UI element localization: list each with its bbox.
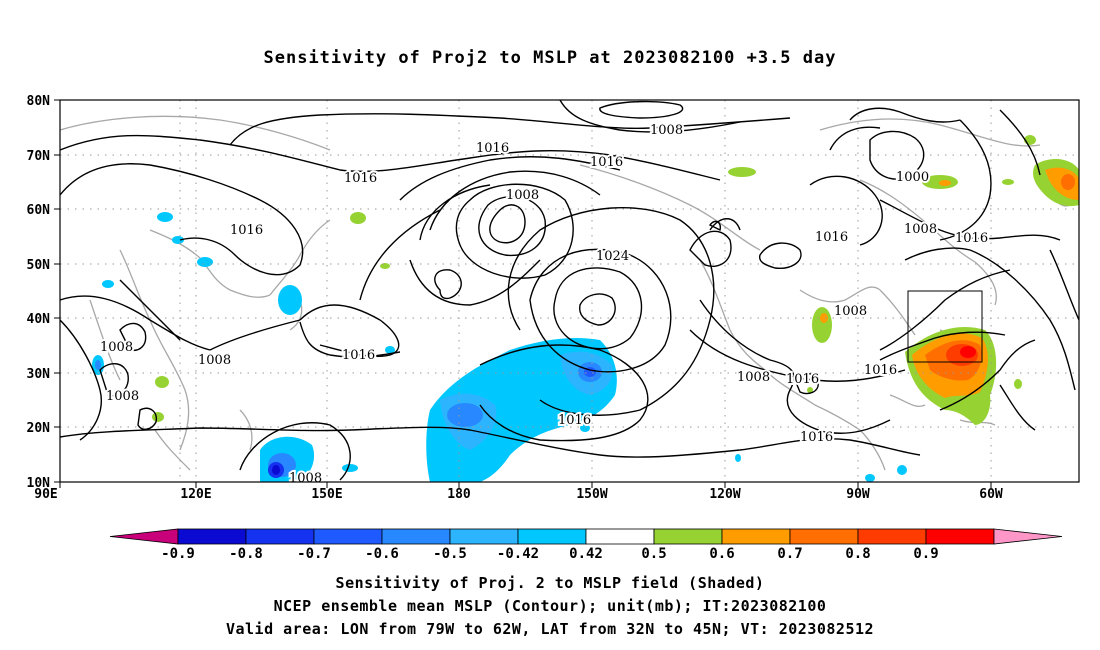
footer-line-3: Valid area: LON from 79W to 62W, LAT fro… <box>225 620 875 638</box>
contour-label: 1008 <box>737 370 770 385</box>
contour-label: 1016 <box>590 155 623 170</box>
contour-label: 1008 <box>650 123 683 138</box>
colorbar-swatch <box>857 528 927 545</box>
lat-label: 20N <box>27 421 51 436</box>
lat-label: 10N <box>27 476 51 491</box>
colorbar-label: -0.8 <box>229 546 263 562</box>
colorbar-label: -0.6 <box>365 546 399 562</box>
colorbar-swatch <box>517 528 587 545</box>
colorbar-swatch <box>789 528 859 545</box>
colorbar: -0.9 -0.8 -0.7 -0.6 -0.5 -0.42 0.42 0.5 0.6 0.7 0.… <box>109 528 1063 562</box>
contour-label: 1016 <box>342 348 375 363</box>
colorbar-swatch <box>653 528 723 545</box>
contour-label: 1008 <box>100 340 133 355</box>
colorbar-label: 0.8 <box>845 546 870 562</box>
contour-label: 1008 <box>198 353 231 368</box>
colorbar-swatch <box>585 528 655 545</box>
lon-label: 150W <box>576 487 607 502</box>
tick-marks <box>54 99 992 488</box>
lat-label: 60N <box>27 203 51 218</box>
sensitivity-shading <box>92 135 1079 482</box>
contour-label: 1016 <box>786 372 819 387</box>
contour-label: 1000 <box>896 170 929 185</box>
contour-label: 1016 <box>476 141 509 156</box>
lon-label: 120E <box>180 487 211 502</box>
contour-label: 1016 <box>955 231 988 246</box>
lon-label: 60W <box>979 487 1003 502</box>
lat-label: 40N <box>27 312 51 327</box>
lat-label: 30N <box>27 367 51 382</box>
footer-line-2: NCEP ensemble mean MSLP (Contour); unit(… <box>273 597 827 615</box>
contour-label: 1024 <box>596 249 629 264</box>
colorbar-label: -0.42 <box>497 546 539 562</box>
colorbar-swatch <box>381 528 451 545</box>
contour-label: 1016 <box>864 363 897 378</box>
colorbar-right-arrow <box>993 528 1063 545</box>
lon-label: 120W <box>709 487 740 502</box>
colorbar-label: 0.9 <box>913 546 938 562</box>
coastlines <box>60 115 1071 471</box>
lon-labels: 90E 120E 150E 180 150W 120W 90W 60W <box>34 487 1003 502</box>
contour-label: 1008 <box>289 471 322 486</box>
colorbar-label: -0.9 <box>161 546 195 562</box>
contour-label: 1008 <box>834 304 867 319</box>
contour-label: 1016 <box>344 171 377 186</box>
lon-label: 90W <box>846 487 870 502</box>
colorbar-swatch <box>925 528 995 545</box>
colorbar-swatch <box>245 528 315 545</box>
colorbar-swatch <box>177 528 247 545</box>
contour-label: 1016 <box>230 223 263 238</box>
map-title: Sensitivity of Proj2 to MSLP at 20230821… <box>263 48 837 68</box>
colorbar-swatch <box>721 528 791 545</box>
lon-label: 90E <box>34 487 57 502</box>
contour-label: 1008 <box>506 188 539 203</box>
colorbar-swatch <box>449 528 519 545</box>
colorbar-label: 0.7 <box>777 546 802 562</box>
lat-labels: 80N 70N 60N 50N 40N 30N 20N 10N <box>27 94 51 491</box>
map-frame <box>59 99 1080 483</box>
footer-line-1: Sensitivity of Proj. 2 to MSLP field (Sh… <box>335 574 765 592</box>
contour-label: 1016 <box>815 230 848 245</box>
lat-label: 70N <box>27 149 51 164</box>
colorbar-label: -0.5 <box>433 546 467 562</box>
colorbar-swatch <box>313 528 383 545</box>
valid-area-box <box>907 290 983 363</box>
colorbar-label: 0.5 <box>641 546 666 562</box>
colorbar-left-arrow <box>109 528 179 545</box>
lat-label: 80N <box>27 94 51 109</box>
colorbar-label: -0.7 <box>297 546 331 562</box>
colorbar-label: 0.6 <box>709 546 734 562</box>
contour-label: 1016 <box>558 413 591 428</box>
contour-label-group: 1008 1016 1016 1016 1008 1024 1000 1008 … <box>98 121 990 486</box>
contour-label: 1016 <box>800 430 833 445</box>
lon-label: 150E <box>311 487 342 502</box>
lat-label: 50N <box>27 258 51 273</box>
contour-label: 1008 <box>904 222 937 237</box>
colorbar-label: 0.42 <box>569 546 603 562</box>
contour-label: 1008 <box>106 389 139 404</box>
lon-label: 180 <box>447 487 471 502</box>
mslp-contours <box>60 100 1079 481</box>
